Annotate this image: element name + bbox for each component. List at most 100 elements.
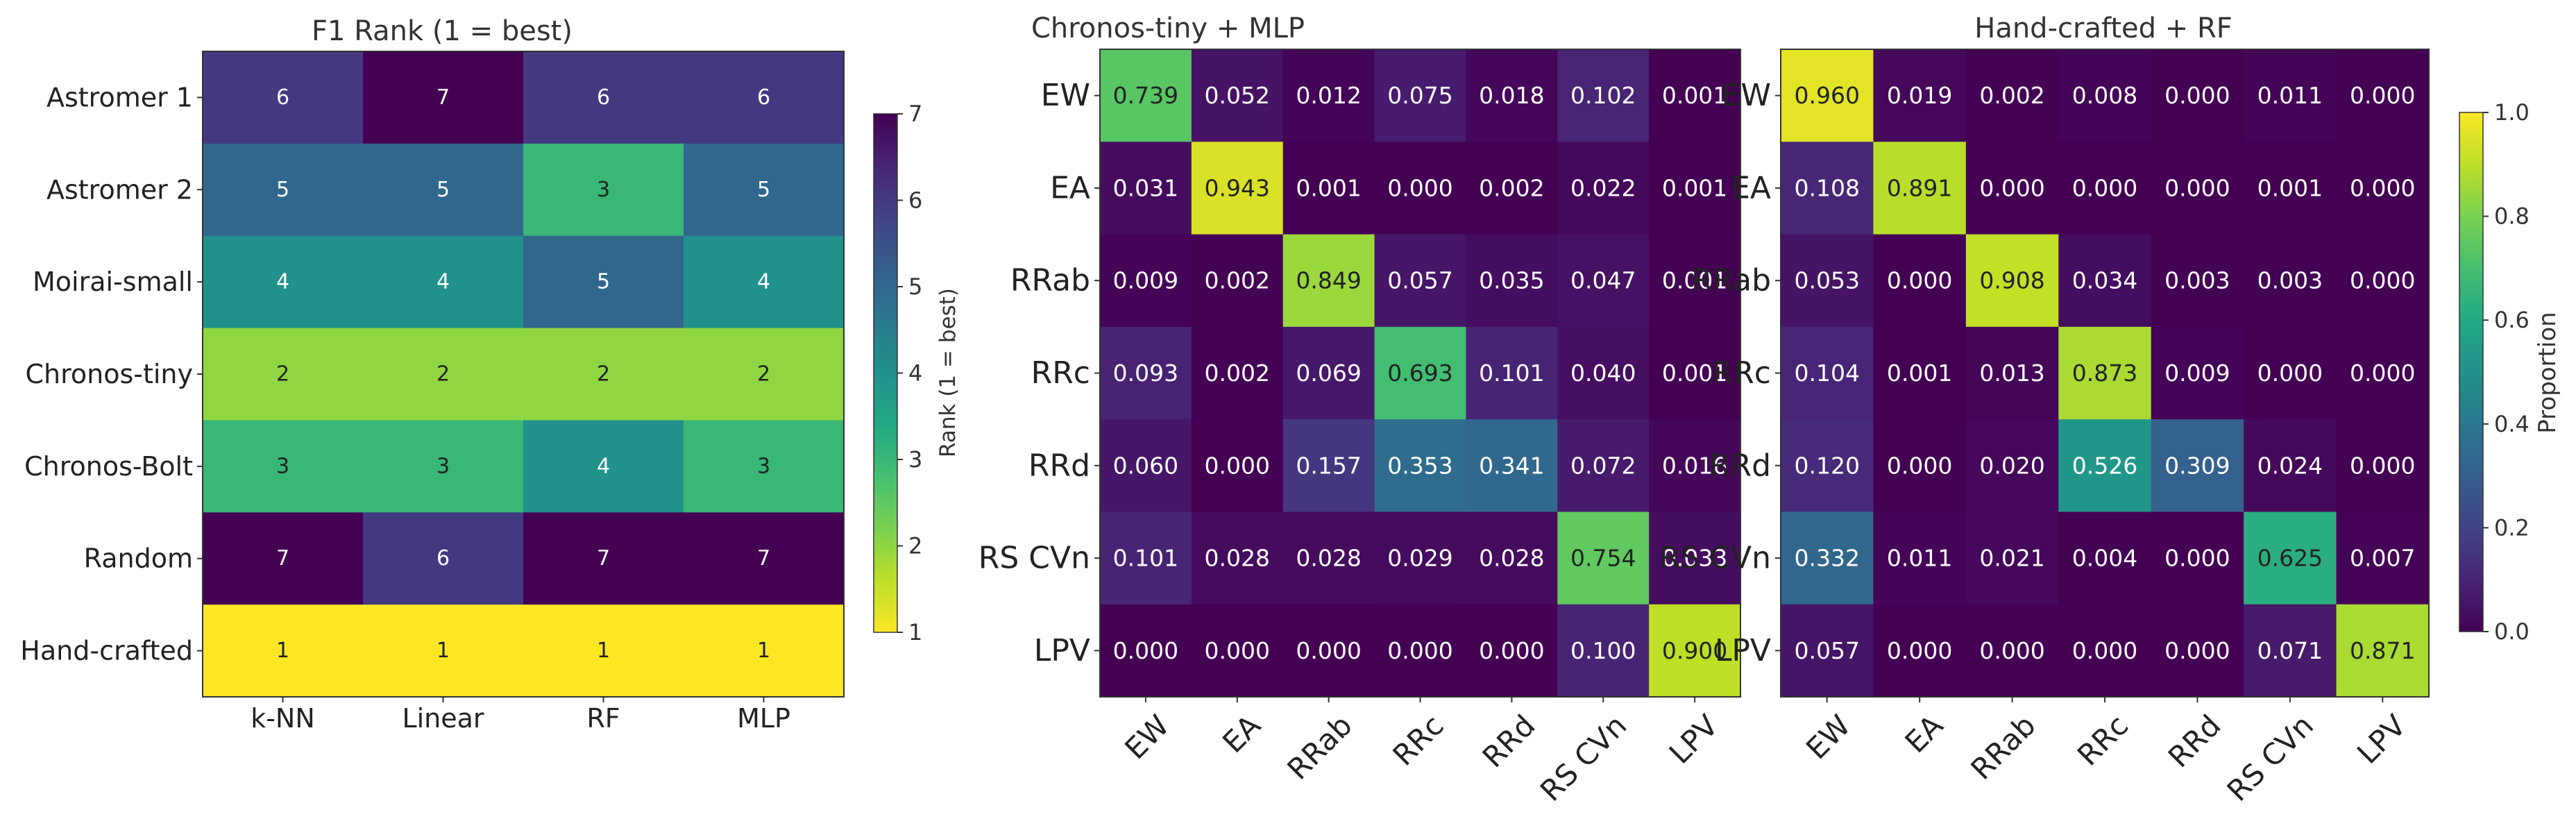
cell-value-label: 0.016 — [1662, 452, 1727, 479]
cell-value-label: 0.000 — [2164, 545, 2230, 572]
heatmap-cell — [1466, 419, 1558, 513]
heatmap-cell — [2336, 234, 2430, 328]
heatmap-cell — [1100, 326, 1192, 420]
cell-value-label: 0.047 — [1570, 267, 1636, 294]
cell-value-label: 0.000 — [2350, 267, 2415, 294]
cell-value-label: 0.028 — [1296, 545, 1361, 572]
heatmap-cell — [2058, 49, 2152, 142]
cell-value-label: 0.002 — [1979, 82, 2044, 109]
cell-value-label: 0.001 — [1296, 174, 1361, 201]
cell-value-label: 0.035 — [1479, 267, 1544, 294]
cell-value-label: 0.000 — [2164, 174, 2230, 201]
cell-value-label: 0.003 — [2257, 267, 2323, 294]
cell-value-label: 0.018 — [1479, 82, 1544, 109]
heatmap-cell — [1100, 49, 1192, 142]
heatmap-cell — [684, 420, 845, 513]
heatmap-cell — [1374, 142, 1467, 235]
heatmap-cell — [1374, 234, 1467, 328]
heatmap-cell — [1965, 512, 2059, 605]
heatmap-cell — [2058, 234, 2152, 328]
heatmap-cell — [1282, 49, 1375, 142]
cell-value-label: 0.000 — [2350, 82, 2415, 109]
x-tick-label: EA — [1899, 708, 1950, 759]
cell-value-label: 0.009 — [1113, 267, 1178, 294]
cell-value-label: 0.011 — [1887, 545, 1952, 572]
heatmap-cell — [1191, 49, 1284, 142]
heatmap-cell — [1649, 49, 1741, 142]
cell-value-label: 3 — [757, 454, 770, 478]
chronos-confusion-title: Chronos-tiny + MLP — [1031, 12, 1305, 44]
cell-value-label: 0.891 — [1887, 174, 1952, 201]
cell-value-label: 0.871 — [2350, 637, 2415, 664]
heatmap-cell — [1191, 234, 1284, 328]
heatmap-cell — [203, 328, 364, 421]
cell-value-label: 0.052 — [1205, 82, 1270, 109]
cell-value-label: 0.000 — [1887, 452, 1952, 479]
cell-value-label: 0.000 — [1387, 174, 1452, 201]
heatmap-cell — [2058, 604, 2152, 698]
cell-value-label: 0.332 — [1794, 545, 1859, 572]
cell-value-label: 0.157 — [1296, 452, 1361, 479]
cell-value-label: 0.000 — [2257, 360, 2323, 387]
chronos-confusion-cells: 0.739 0.052 0.012 0.075 0.018 0.102 0.001 0.031… — [1099, 49, 1741, 698]
heatmap-cell — [363, 51, 524, 144]
colorbar-tick-label: 6 — [908, 187, 922, 214]
heatmap-cell — [1649, 142, 1741, 235]
y-tick-label: RRc — [1712, 355, 1771, 391]
x-tick-label: k-NN — [251, 703, 315, 734]
cell-value-label: 0.011 — [2257, 82, 2323, 109]
rank-colorbar-gradient — [873, 113, 898, 633]
y-tick-label: EW — [1041, 78, 1090, 113]
heatmap-cell — [1557, 604, 1650, 698]
heatmap-cell — [1557, 142, 1650, 235]
cell-value-label: 0.034 — [2072, 267, 2137, 294]
heatmap-cell — [363, 512, 524, 605]
cell-value-label: 0.012 — [1296, 82, 1361, 109]
heatmap-cell — [1781, 419, 1874, 513]
colorbar-tick-label: 3 — [908, 446, 922, 473]
cell-value-label: 0.908 — [1979, 267, 2044, 294]
cell-value-label: 2 — [437, 362, 450, 387]
heatmap-cell — [2151, 326, 2244, 420]
cell-value-label: 0.024 — [2257, 452, 2323, 479]
heatmap-cell — [2151, 234, 2244, 328]
cell-value-label: 0.526 — [2072, 452, 2137, 479]
rank-colorbar-label: Rank (1 = best) — [935, 288, 960, 457]
y-tick-label: Chronos-Bolt — [24, 451, 193, 482]
cell-value-label: 0.120 — [1794, 452, 1859, 479]
cell-value-label: 0.057 — [1387, 267, 1452, 294]
heatmap-cell — [2151, 49, 2244, 142]
cell-value-label: 0.102 — [1570, 82, 1636, 109]
cell-value-label: 6 — [597, 85, 610, 110]
heatmap-cell — [1965, 604, 2059, 698]
heatmap-cell — [1557, 419, 1650, 513]
heatmap-cell — [1466, 234, 1558, 328]
x-tick-label: RRd — [2162, 708, 2228, 774]
heatmap-cell — [1781, 49, 1874, 142]
heatmap-cell — [2336, 419, 2430, 513]
cell-value-label: 0.071 — [2257, 637, 2323, 664]
cell-value-label: 0.002 — [1479, 174, 1544, 201]
cell-value-label: 0.007 — [2350, 545, 2415, 572]
heatmap-cell — [1282, 326, 1375, 420]
heatmap-cell — [1873, 604, 1967, 698]
y-tick-label: Astromer 1 — [46, 82, 193, 112]
cell-value-label: 0.000 — [1887, 267, 1952, 294]
x-tick-label: EW — [1799, 708, 1857, 766]
cell-value-label: 5 — [276, 178, 289, 202]
heatmap-cell — [1781, 604, 1874, 698]
heatmap-cell — [2058, 512, 2152, 605]
colorbar-tick-label: 0.8 — [2494, 203, 2530, 230]
cell-value-label: 0.028 — [1205, 545, 1270, 572]
cell-value-label: 0.000 — [2072, 174, 2137, 201]
y-tick-label: Chronos-tiny — [25, 359, 193, 389]
heatmap-cell — [2244, 326, 2337, 420]
x-tick-label: RRc — [2071, 708, 2135, 772]
rank-heatmap-title: F1 Rank (1 = best) — [312, 15, 573, 47]
cell-value-label: 0.960 — [1794, 82, 1859, 109]
y-tick-label: RRab — [1691, 263, 1771, 298]
heatmap-cell — [1781, 142, 1874, 235]
cell-value-label: 0.625 — [2257, 545, 2323, 572]
y-tick-label: RS CVn — [1659, 541, 1771, 576]
cell-value-label: 6 — [757, 85, 770, 110]
